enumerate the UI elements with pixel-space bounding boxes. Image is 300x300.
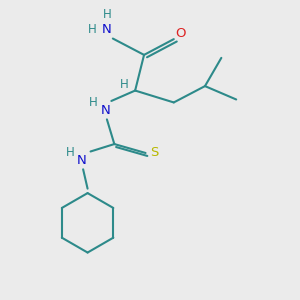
Text: H: H: [66, 146, 75, 159]
Text: H: H: [88, 23, 96, 36]
Text: N: N: [102, 23, 112, 36]
Text: H: H: [88, 96, 97, 109]
Text: N: N: [77, 154, 86, 167]
Text: O: O: [175, 27, 186, 40]
Text: S: S: [150, 146, 159, 159]
Text: N: N: [100, 104, 110, 117]
Text: H: H: [120, 78, 129, 91]
Text: H: H: [103, 8, 111, 21]
